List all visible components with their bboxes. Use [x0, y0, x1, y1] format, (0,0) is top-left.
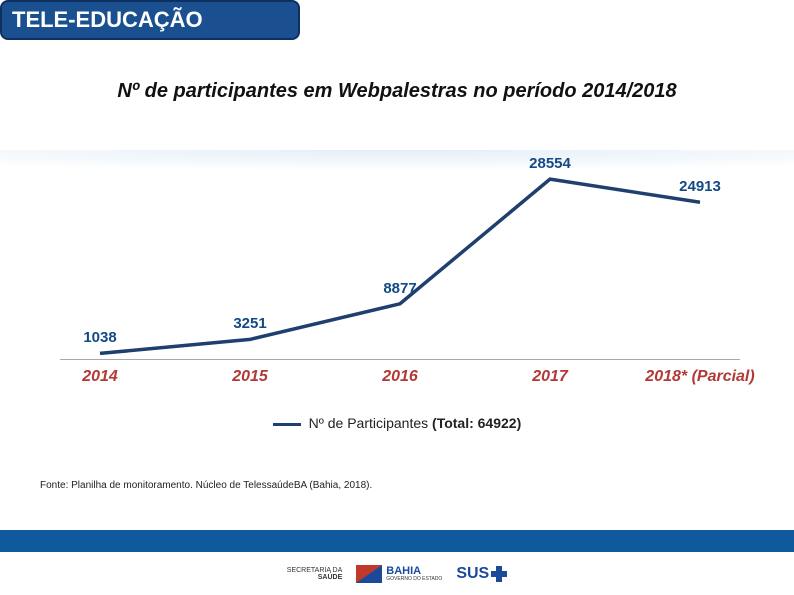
data-label: 8877 — [383, 280, 416, 297]
chart-line — [100, 179, 700, 353]
logo-bahia: BAHIA GOVERNO DO ESTADO — [356, 565, 442, 583]
legend-prefix: Nº de Participantes — [309, 415, 432, 431]
legend-swatch — [273, 423, 301, 426]
source-text: Fonte: Planilha de monitoramento. Núcleo… — [40, 480, 372, 491]
bahia-flag-icon — [356, 565, 382, 583]
data-label: 28554 — [529, 155, 571, 172]
x-label: 2014 — [82, 368, 118, 386]
footer-logos: SECRETARIA DA SAÚDE BAHIA GOVERNO DO EST… — [0, 555, 794, 593]
header-title: TELE-EDUCAÇÃO — [12, 7, 203, 33]
footer-band — [0, 530, 794, 552]
logo-secretaria-text: SECRETARIA DA SAÚDE — [287, 567, 343, 581]
data-label: 3251 — [233, 315, 266, 332]
chart-title: Nº de participantes em Webpalestras no p… — [0, 80, 794, 103]
logo-bahia-sub: GOVERNO DO ESTADO — [386, 577, 442, 582]
data-label: 24913 — [679, 178, 721, 195]
header-tab: TELE-EDUCAÇÃO — [0, 0, 300, 40]
x-label: 2015 — [232, 368, 268, 386]
chart-area: 1038325188772855424913 20142015201620172… — [60, 140, 740, 400]
x-label: 2018* (Parcial) — [645, 368, 754, 386]
x-label: 2017 — [532, 368, 568, 386]
logo-sus-text: SUS — [456, 565, 489, 583]
legend-total: (Total: 64922) — [432, 415, 521, 431]
x-label: 2016 — [382, 368, 418, 386]
line-path-svg — [60, 170, 740, 359]
logo-secretaria: SECRETARIA DA SAÚDE — [287, 567, 343, 581]
x-axis-labels: 20142015201620172018* (Parcial) — [60, 368, 740, 392]
chart-plot: 1038325188772855424913 — [60, 170, 740, 360]
chart-legend: Nº de Participantes (Total: 64922) — [0, 415, 794, 431]
data-label: 1038 — [83, 329, 116, 346]
cross-icon — [491, 566, 507, 582]
logo-sus: SUS — [456, 565, 507, 583]
